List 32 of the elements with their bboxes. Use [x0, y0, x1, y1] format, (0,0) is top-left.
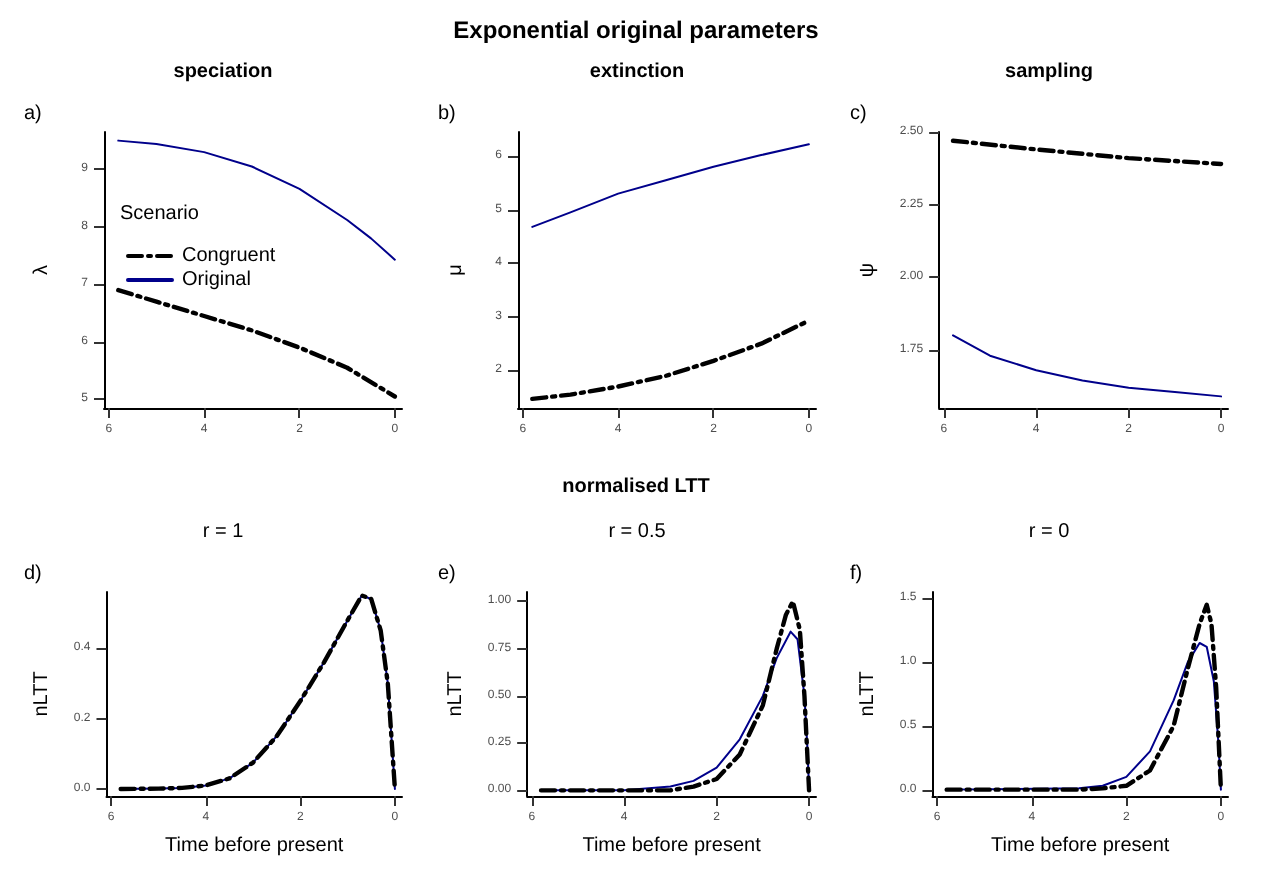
text: b)	[437, 103, 456, 125]
y-axis-title: ψ	[857, 262, 880, 278]
legend-title: Scenario	[120, 203, 200, 225]
chart-title: extinction	[589, 61, 684, 83]
line-series	[951, 138, 1224, 167]
chart-title: r = 0.5	[607, 521, 666, 543]
chart-title: sampling	[1005, 61, 1094, 83]
y-axis-title: nLTT	[31, 671, 53, 717]
x-axis-title: Time before present	[581, 835, 761, 857]
y-axis-title: nLTT	[857, 671, 880, 717]
line-series	[530, 143, 810, 228]
line-series	[116, 287, 398, 399]
text: a)	[24, 103, 42, 125]
x-axis-title: Time before present	[165, 835, 344, 857]
text: c)	[850, 103, 868, 125]
y-axis-title: nLTT	[444, 671, 467, 717]
x-axis-title: Time before present	[991, 835, 1171, 857]
legend-label: Congruent	[182, 245, 276, 267]
chart-title: speciation	[173, 61, 273, 83]
line-series	[945, 602, 1224, 792]
chart-title: r = 0	[1029, 521, 1071, 543]
line-series	[529, 318, 811, 402]
line-series	[952, 334, 1223, 398]
y-axis-title: λ	[31, 265, 53, 275]
chart-title: r = 1	[202, 521, 245, 543]
text: normalised LTT	[560, 476, 712, 498]
text: Exponential original parameters	[451, 16, 821, 44]
text: e)	[437, 563, 456, 585]
legend-label: Original	[182, 269, 251, 291]
text: f)	[850, 563, 863, 585]
text: d)	[24, 563, 42, 585]
y-axis-title: μ	[444, 263, 467, 276]
